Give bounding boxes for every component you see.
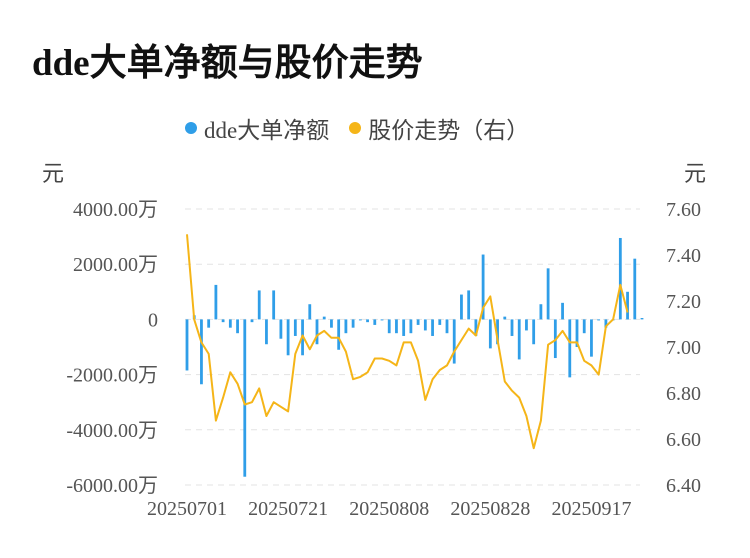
bar-series <box>185 237 644 477</box>
dde-bar[interactable] <box>286 319 290 356</box>
dde-bar[interactable] <box>488 319 492 349</box>
dde-bar[interactable] <box>604 319 608 328</box>
dde-bar[interactable] <box>539 304 543 320</box>
right-tick-label: 7.00 <box>666 337 701 359</box>
right-tick-label: 7.40 <box>666 245 701 267</box>
dde-bar[interactable] <box>467 290 471 320</box>
dde-bar[interactable] <box>221 319 225 323</box>
right-tick-label: 6.40 <box>666 475 701 497</box>
dde-bar[interactable] <box>575 319 579 347</box>
dde-bar[interactable] <box>481 254 485 320</box>
right-axis-unit: 元 <box>684 161 707 186</box>
right-tick-label: 7.60 <box>666 199 701 221</box>
dde-bar[interactable] <box>431 319 434 336</box>
dde-bar[interactable] <box>546 268 550 320</box>
dde-bar[interactable] <box>351 319 355 328</box>
dde-bar[interactable] <box>445 319 449 334</box>
right-tick-label: 7.20 <box>666 291 701 313</box>
dde-bar[interactable] <box>380 319 384 321</box>
dde-bar[interactable] <box>185 319 189 371</box>
x-tick-label: 20250828 <box>450 498 530 520</box>
dde-bar[interactable] <box>416 319 420 325</box>
dde-bar[interactable] <box>358 319 362 321</box>
dde-bar[interactable] <box>366 319 369 323</box>
dde-bar[interactable] <box>474 319 478 336</box>
legend-label-dde: dde大单净额 <box>204 118 330 143</box>
dde-bar[interactable] <box>618 237 622 320</box>
legend-item-dde[interactable]: dde大单净额 <box>185 111 329 145</box>
dde-bar[interactable] <box>395 319 398 334</box>
dde-bar[interactable] <box>257 290 261 320</box>
dde-bar[interactable] <box>460 294 463 320</box>
dde-bar[interactable] <box>452 319 456 364</box>
price-line[interactable] <box>186 234 629 450</box>
legend-item-price[interactable]: 股价走势（右） <box>349 111 529 145</box>
dde-bar[interactable] <box>633 258 637 320</box>
dde-bar[interactable] <box>293 319 297 336</box>
axis-labels: 4000.00万 2000.00万 0 -2000.00万 -4000.00万 -6000… <box>66 199 701 520</box>
dde-bar[interactable] <box>409 319 413 334</box>
dde-bar[interactable] <box>279 319 283 339</box>
right-tick-label: 6.80 <box>666 383 701 405</box>
legend-dot-dde-icon <box>185 122 197 134</box>
dde-bar[interactable] <box>597 319 601 321</box>
left-tick-label: 4000.00万 <box>73 199 158 221</box>
right-tick-label: 6.60 <box>666 429 701 451</box>
dde-bar[interactable] <box>640 318 644 320</box>
dde-bar[interactable] <box>387 319 391 334</box>
dde-bar[interactable] <box>236 319 239 334</box>
dde-bar[interactable] <box>272 290 276 320</box>
legend: dde大单净额 股价走势（右） <box>185 111 549 145</box>
dde-bar[interactable] <box>503 316 507 320</box>
dde-bar[interactable] <box>525 319 528 331</box>
dde-bar[interactable] <box>265 319 268 345</box>
dde-bar[interactable] <box>250 319 254 323</box>
left-tick-label: -2000.00万 <box>66 365 158 387</box>
dde-bar[interactable] <box>532 319 536 345</box>
dde-bar[interactable] <box>373 319 377 325</box>
legend-dot-price-icon <box>349 122 362 134</box>
dde-bar[interactable] <box>561 302 564 320</box>
dde-bar[interactable] <box>337 319 341 350</box>
dde-bar[interactable] <box>344 319 348 334</box>
left-axis-unit: 元 <box>42 161 65 186</box>
dde-bar[interactable] <box>330 319 333 328</box>
dde-bar[interactable] <box>402 319 406 336</box>
dde-bar[interactable] <box>496 319 499 345</box>
dde-bar[interactable] <box>243 319 247 477</box>
dde-bar[interactable] <box>438 319 442 325</box>
chart-title: dde大单净额与股价走势 <box>32 43 423 84</box>
left-tick-label: -4000.00万 <box>66 420 158 442</box>
x-tick-label: 20250721 <box>248 498 328 520</box>
dde-bar[interactable] <box>510 319 514 336</box>
price-line-series <box>186 234 629 450</box>
dde-bar[interactable] <box>207 319 211 328</box>
grid-lines <box>185 208 640 486</box>
left-tick-label: 2000.00万 <box>73 254 158 276</box>
dde-bar[interactable] <box>315 319 319 345</box>
dde-bar[interactable] <box>582 319 586 334</box>
dde-bar[interactable] <box>568 319 572 378</box>
dde-bar[interactable] <box>228 319 232 328</box>
dde-bar[interactable] <box>626 291 629 320</box>
x-tick-label: 20250917 <box>551 498 631 520</box>
dde-bar[interactable] <box>322 316 326 320</box>
x-tick-label: 20250808 <box>349 498 429 520</box>
left-tick-label: 0 <box>148 309 158 331</box>
left-tick-label: -6000.00万 <box>66 475 158 497</box>
dde-bar[interactable] <box>308 304 312 320</box>
dde-bar[interactable] <box>423 319 427 331</box>
dde-bar[interactable] <box>214 284 218 320</box>
legend-label-price: 股价走势（右） <box>368 118 530 143</box>
x-tick-label: 20250701 <box>147 498 227 520</box>
dde-bar[interactable] <box>517 319 521 360</box>
dde-bar[interactable] <box>590 319 593 357</box>
dde-bar[interactable] <box>200 319 203 385</box>
